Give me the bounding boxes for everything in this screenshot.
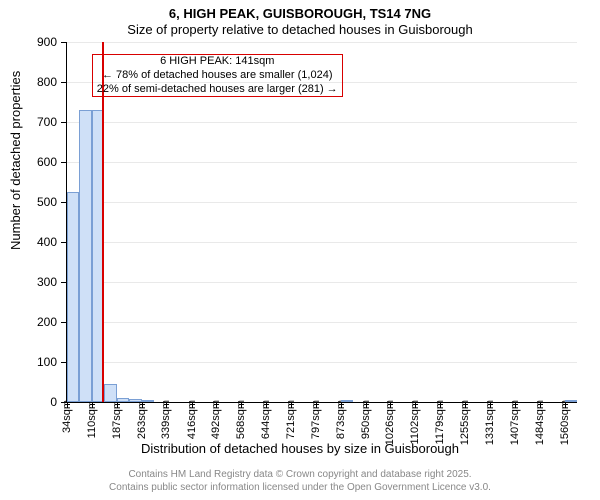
y-tick-label: 900 xyxy=(37,35,57,49)
credits-line-1: Contains HM Land Registry data © Crown c… xyxy=(0,468,600,481)
x-tick-label: 644sqm xyxy=(260,400,272,439)
x-tick-label: 797sqm xyxy=(310,400,322,439)
y-tick-label: 600 xyxy=(37,155,57,169)
x-tick-label: 1255sqm xyxy=(459,400,471,445)
annotation-line-1: 6 HIGH PEAK: 141sqm xyxy=(97,55,338,69)
plot-area: 6 HIGH PEAK: 141sqm ← 78% of detached ho… xyxy=(66,42,577,403)
y-tick xyxy=(61,42,67,43)
y-tick-label: 700 xyxy=(37,115,57,129)
title-line-2: Size of property relative to detached ho… xyxy=(0,22,600,37)
x-tick-label: 34sqm xyxy=(61,400,73,433)
gridline xyxy=(67,122,577,123)
x-tick-label: 1179sqm xyxy=(434,400,446,444)
histogram-bar xyxy=(565,400,577,402)
x-tick-label: 873sqm xyxy=(335,400,347,439)
x-tick-label: 950sqm xyxy=(360,400,372,439)
histogram-bar xyxy=(67,192,79,402)
title-line-1: 6, HIGH PEAK, GUISBOROUGH, TS14 7NG xyxy=(0,6,600,21)
y-tick xyxy=(61,82,67,83)
x-tick-label: 568sqm xyxy=(235,400,247,439)
histogram-bar xyxy=(79,110,91,402)
x-tick-label: 1484sqm xyxy=(534,400,546,445)
x-tick-label: 1026sqm xyxy=(384,400,396,445)
y-tick-label: 400 xyxy=(37,235,57,249)
y-axis-label: Number of detached properties xyxy=(8,71,23,250)
annotation-line-2: ← 78% of detached houses are smaller (1,… xyxy=(97,69,338,83)
chart-container: 6, HIGH PEAK, GUISBOROUGH, TS14 7NG Size… xyxy=(0,0,600,500)
y-tick-label: 800 xyxy=(37,75,57,89)
gridline xyxy=(67,162,577,163)
x-tick-label: 492sqm xyxy=(210,400,222,439)
gridline xyxy=(67,282,577,283)
histogram-bar xyxy=(104,384,116,402)
gridline xyxy=(67,42,577,43)
gridline xyxy=(67,362,577,363)
histogram-bar xyxy=(117,398,129,402)
x-tick-label: 263sqm xyxy=(136,400,148,439)
y-tick-label: 300 xyxy=(37,275,57,289)
annotation-box: 6 HIGH PEAK: 141sqm ← 78% of detached ho… xyxy=(92,54,343,97)
x-tick-label: 1102sqm xyxy=(409,400,421,444)
credits-line-2: Contains public sector information licen… xyxy=(0,481,600,494)
annotation-line-3: 22% of semi-detached houses are larger (… xyxy=(97,83,338,97)
y-tick xyxy=(61,122,67,123)
y-tick-label: 500 xyxy=(37,195,57,209)
histogram-bar xyxy=(129,399,141,402)
x-tick-label: 339sqm xyxy=(160,400,172,439)
credits: Contains HM Land Registry data © Crown c… xyxy=(0,468,600,494)
x-tick-label: 1560sqm xyxy=(559,400,571,445)
gridline xyxy=(67,242,577,243)
x-tick-label: 110sqm xyxy=(86,400,98,438)
x-tick-label: 416sqm xyxy=(186,400,198,439)
y-tick-label: 0 xyxy=(50,395,57,409)
x-axis-label: Distribution of detached houses by size … xyxy=(0,441,600,456)
histogram-bar xyxy=(142,400,154,402)
gridline xyxy=(67,322,577,323)
histogram-bar xyxy=(341,400,353,402)
x-tick-label: 721sqm xyxy=(285,400,297,439)
y-tick xyxy=(61,162,67,163)
y-tick-label: 100 xyxy=(37,355,57,369)
x-tick-label: 1331sqm xyxy=(484,400,496,445)
x-tick-label: 1407sqm xyxy=(509,400,521,445)
x-tick-label: 187sqm xyxy=(111,400,123,439)
y-tick-label: 200 xyxy=(37,315,57,329)
gridline xyxy=(67,202,577,203)
